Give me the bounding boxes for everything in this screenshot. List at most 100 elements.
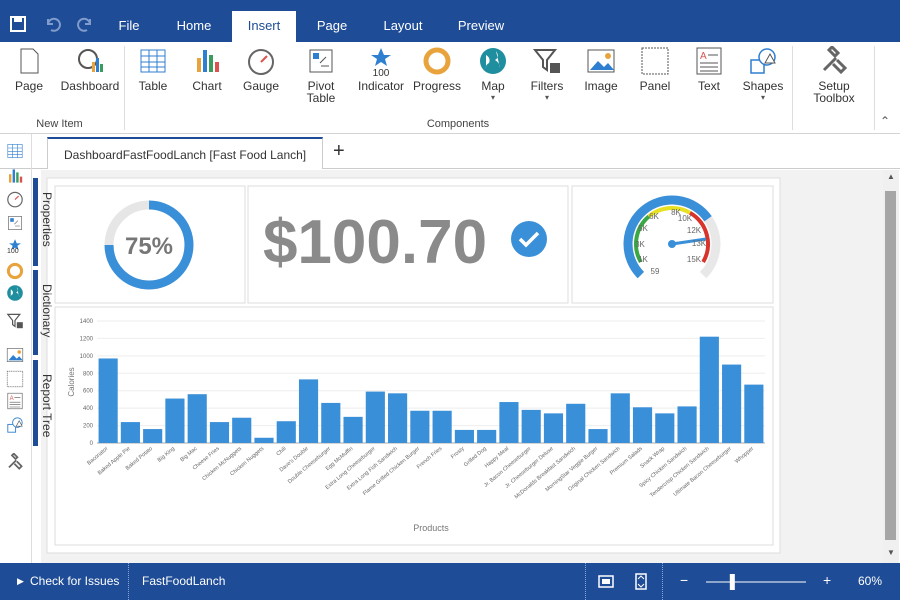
zoom-out[interactable]: − <box>680 572 689 588</box>
button-label: Indicator <box>357 79 405 93</box>
icon <box>822 46 848 75</box>
tool-icon[interactable] <box>6 190 24 211</box>
document-tab[interactable]: DashboardFastFoodLanch [Fast Food Lanch] <box>47 137 323 169</box>
scrollbar[interactable]: ▲ ▼ <box>883 170 899 563</box>
tool-icon[interactable] <box>6 416 24 437</box>
button-label: Dashboard <box>60 79 120 93</box>
icon <box>532 49 560 73</box>
ribbon-button[interactable]: Pivot Table <box>288 46 354 104</box>
icon <box>8 216 22 230</box>
document-tabs: DashboardFastFoodLanch [Fast Food Lanch]… <box>0 134 900 169</box>
ribbon-button[interactable]: A Text <box>676 46 742 92</box>
icon <box>371 48 391 66</box>
quick-access <box>10 16 91 32</box>
zoom-slider[interactable] <box>700 571 812 593</box>
button-label: Image <box>584 79 618 93</box>
ribbon-button[interactable]: Map ▾ <box>460 46 526 104</box>
zoom-label: 60% <box>858 574 883 588</box>
ribbon-button[interactable]: Indicator 100 <box>348 46 414 92</box>
icon <box>6 348 24 362</box>
tool-icon[interactable] <box>6 346 24 367</box>
ribbon: ⌃ New Item Page Dashboard Components Table Ch… <box>0 42 900 134</box>
ribbon-button[interactable]: Progress <box>404 46 470 92</box>
collapse[interactable]: ⌃ <box>880 114 891 128</box>
tool-icon[interactable] <box>6 284 24 305</box>
icon: A <box>696 47 722 75</box>
icon <box>140 49 166 73</box>
view-icons[interactable] <box>598 573 658 591</box>
menu-tab[interactable]: Layout <box>383 18 423 33</box>
tool-icon[interactable] <box>6 452 24 474</box>
side-panel-tab[interactable]: Properties <box>40 192 54 247</box>
tool-icon[interactable]: 100 <box>6 238 24 259</box>
tool-icon[interactable] <box>6 214 24 235</box>
check-issues[interactable]: Check for Issues <box>30 574 120 588</box>
ribbon-button[interactable]: Gauge <box>228 46 294 92</box>
tool-icon[interactable] <box>6 312 24 333</box>
report-name: FastFoodLanch <box>142 574 226 588</box>
zoom-thumb[interactable] <box>729 574 735 590</box>
dropdown[interactable]: ▾ <box>490 93 495 102</box>
button-label: Gauge <box>242 79 280 93</box>
icon <box>6 313 23 329</box>
side-panel-tab[interactable]: Dictionary <box>40 284 54 338</box>
icon <box>6 262 24 280</box>
icon <box>750 48 776 74</box>
icon <box>7 285 23 301</box>
icon <box>197 50 219 72</box>
tool-icon[interactable] <box>6 370 24 391</box>
tool-icon[interactable] <box>6 262 24 283</box>
button-label: Shapes <box>742 79 784 93</box>
icon <box>7 417 23 433</box>
side-bar <box>33 270 38 355</box>
tool-icon[interactable] <box>6 142 24 163</box>
ribbon-button[interactable]: Image <box>568 46 634 92</box>
icon <box>78 49 103 72</box>
ribbon-button[interactable]: Setup Toolbox <box>800 46 868 104</box>
arrow: ▶ <box>17 576 24 586</box>
icon <box>8 452 23 470</box>
button-label: Progress <box>412 79 462 93</box>
icon <box>7 191 23 208</box>
dropdown[interactable]: ▾ <box>760 93 765 102</box>
ribbon-button[interactable]: Shapes ▾ <box>730 46 796 104</box>
zoom-in[interactable]: + <box>823 572 832 588</box>
icon <box>248 49 274 75</box>
button-label: Table <box>138 79 168 93</box>
menu-tab[interactable]: Insert <box>232 11 296 42</box>
svg-text:A: A <box>700 51 707 62</box>
status-bar: ▶ Check for Issues FastFoodLanch − + 60% <box>0 563 900 600</box>
ribbon-button[interactable]: Filters ▾ <box>514 46 580 104</box>
icon <box>587 49 615 73</box>
ribbon-button[interactable]: Dashboard <box>57 46 123 92</box>
menu-tab[interactable]: Preview <box>457 18 505 33</box>
left-toolbar: 100 A <box>0 134 32 563</box>
side-bar <box>33 360 38 446</box>
menu-tab[interactable]: Page <box>316 18 348 33</box>
menu-tab[interactable]: File <box>118 18 140 33</box>
icon <box>20 48 39 74</box>
add-tab[interactable]: + <box>333 140 345 162</box>
icon <box>9 239 21 250</box>
canvas <box>41 170 883 563</box>
dropdown[interactable]: ▾ <box>544 93 549 102</box>
ribbon-button[interactable]: Panel <box>622 46 688 92</box>
icon <box>6 370 24 388</box>
ribbon-button[interactable]: Page <box>0 46 62 92</box>
tool-icon[interactable] <box>6 167 24 188</box>
header-bar: File Home Insert Page Layout Preview <box>0 0 900 42</box>
side-panel-tab[interactable]: Report Tree <box>40 374 54 438</box>
ribbon-button[interactable]: Table <box>120 46 186 92</box>
undo-icon[interactable] <box>47 17 61 32</box>
group-label: Components <box>426 118 490 130</box>
redo-icon[interactable] <box>77 17 91 32</box>
button-label: Chart <box>192 79 222 93</box>
group-label: New Item <box>36 118 83 130</box>
tool-icon[interactable]: A <box>6 392 24 413</box>
menu-tab[interactable]: Home <box>176 18 212 33</box>
icon <box>423 47 451 75</box>
icon <box>480 48 506 74</box>
button-label: Map <box>481 79 505 93</box>
ribbon-button[interactable]: Chart <box>174 46 240 92</box>
